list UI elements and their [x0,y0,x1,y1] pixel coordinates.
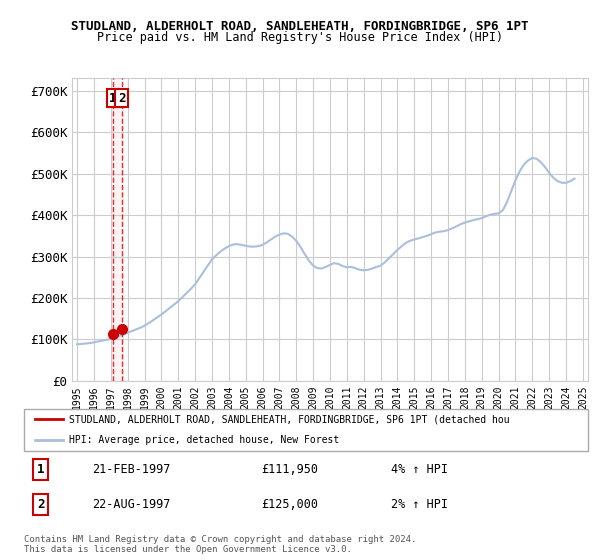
Text: 2% ↑ HPI: 2% ↑ HPI [391,498,448,511]
Text: 1: 1 [37,463,44,476]
Text: Price paid vs. HM Land Registry's House Price Index (HPI): Price paid vs. HM Land Registry's House … [97,31,503,44]
FancyBboxPatch shape [24,409,588,451]
Text: £111,950: £111,950 [261,463,318,476]
Text: 21-FEB-1997: 21-FEB-1997 [92,463,170,476]
Text: Contains HM Land Registry data © Crown copyright and database right 2024.
This d: Contains HM Land Registry data © Crown c… [24,535,416,554]
Text: 4% ↑ HPI: 4% ↑ HPI [391,463,448,476]
Text: STUDLAND, ALDERHOLT ROAD, SANDLEHEATH, FORDINGBRIDGE, SP6 1PT (detached hou: STUDLAND, ALDERHOLT ROAD, SANDLEHEATH, F… [69,414,510,424]
Text: HPI: Average price, detached house, New Forest: HPI: Average price, detached house, New … [69,435,340,445]
Bar [112,78,124,381]
Text: 2: 2 [37,498,44,511]
Text: STUDLAND, ALDERHOLT ROAD, SANDLEHEATH, FORDINGBRIDGE, SP6 1PT: STUDLAND, ALDERHOLT ROAD, SANDLEHEATH, F… [71,20,529,32]
Text: £125,000: £125,000 [261,498,318,511]
Text: 22-AUG-1997: 22-AUG-1997 [92,498,170,511]
Text: 2: 2 [118,91,125,105]
Text: 1: 1 [109,91,117,105]
